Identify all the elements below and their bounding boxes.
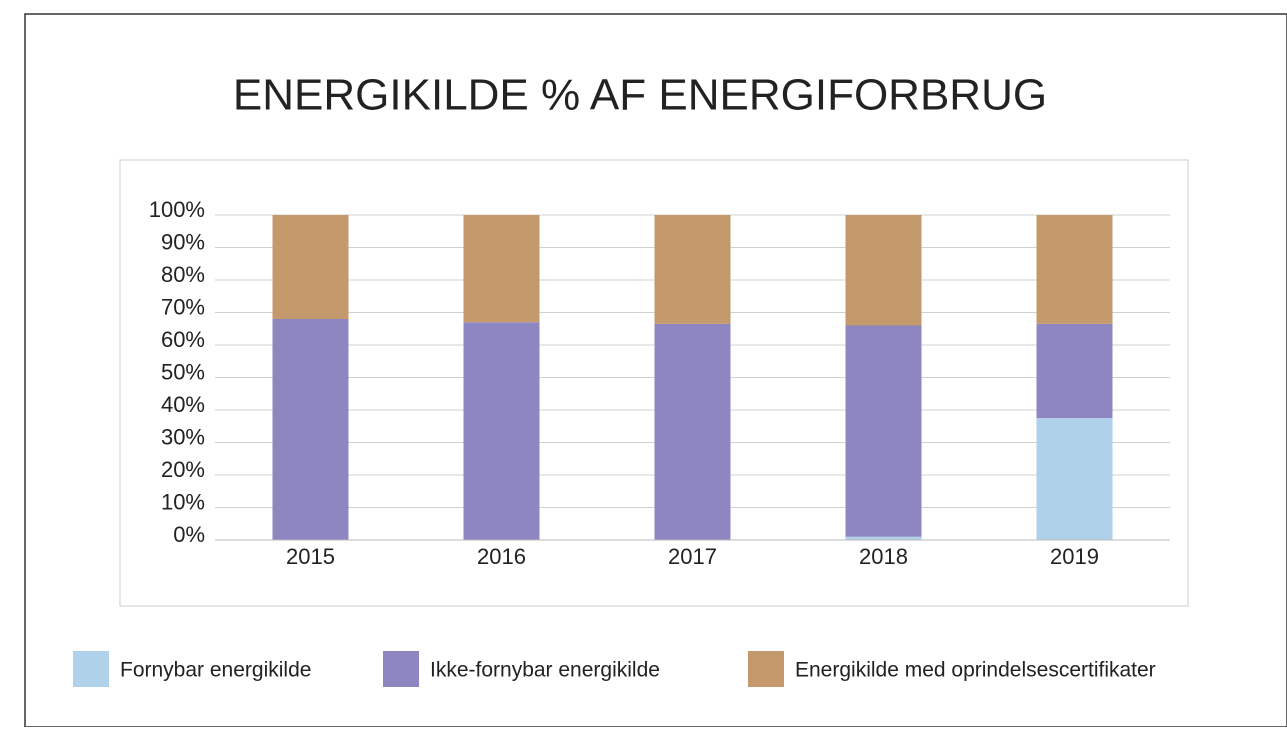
y-tick-label: 70% [161,294,205,319]
bar-segment [1036,418,1113,540]
legend-swatch [73,651,109,687]
y-tick-label: 100% [149,197,205,222]
bar-segment [272,215,349,319]
x-tick-label: 2018 [859,544,908,569]
y-tick-label: 50% [161,359,205,384]
plot-frame [119,159,1189,607]
y-tick-label: 0% [173,522,205,547]
x-tick-label: 2016 [477,544,526,569]
bar-segment [845,215,922,326]
y-tick-label: 40% [161,392,205,417]
y-tick-label: 60% [161,327,205,352]
x-tick-label: 2019 [1050,544,1099,569]
y-tick-label: 90% [161,229,205,254]
legend-swatch [383,651,419,687]
bar-segment [845,325,922,537]
bar-segment [1036,323,1113,419]
x-tick-label: 2015 [286,544,335,569]
bar-segment [845,536,922,540]
chart-title: ENERGIKILDE % AF ENERGIFORBRUG [233,71,1047,120]
legend-swatch [748,651,784,687]
y-tick-label: 30% [161,424,205,449]
bar-segment [463,322,540,540]
y-tick-label: 80% [161,262,205,287]
legend-label: Ikke-fornybar energikilde [430,659,660,682]
y-tick-label: 10% [161,489,205,514]
bar-segment [1036,215,1113,324]
y-tick-label: 20% [161,457,205,482]
legend-label: Fornybar energikilde [120,659,311,682]
bar-segment [654,323,731,540]
bar-segment [272,319,349,540]
legend-label: Energikilde med oprindelsescertifikater [795,659,1156,682]
bar-segment [654,215,731,324]
bar-segment [463,215,540,323]
x-tick-label: 2017 [668,544,717,569]
